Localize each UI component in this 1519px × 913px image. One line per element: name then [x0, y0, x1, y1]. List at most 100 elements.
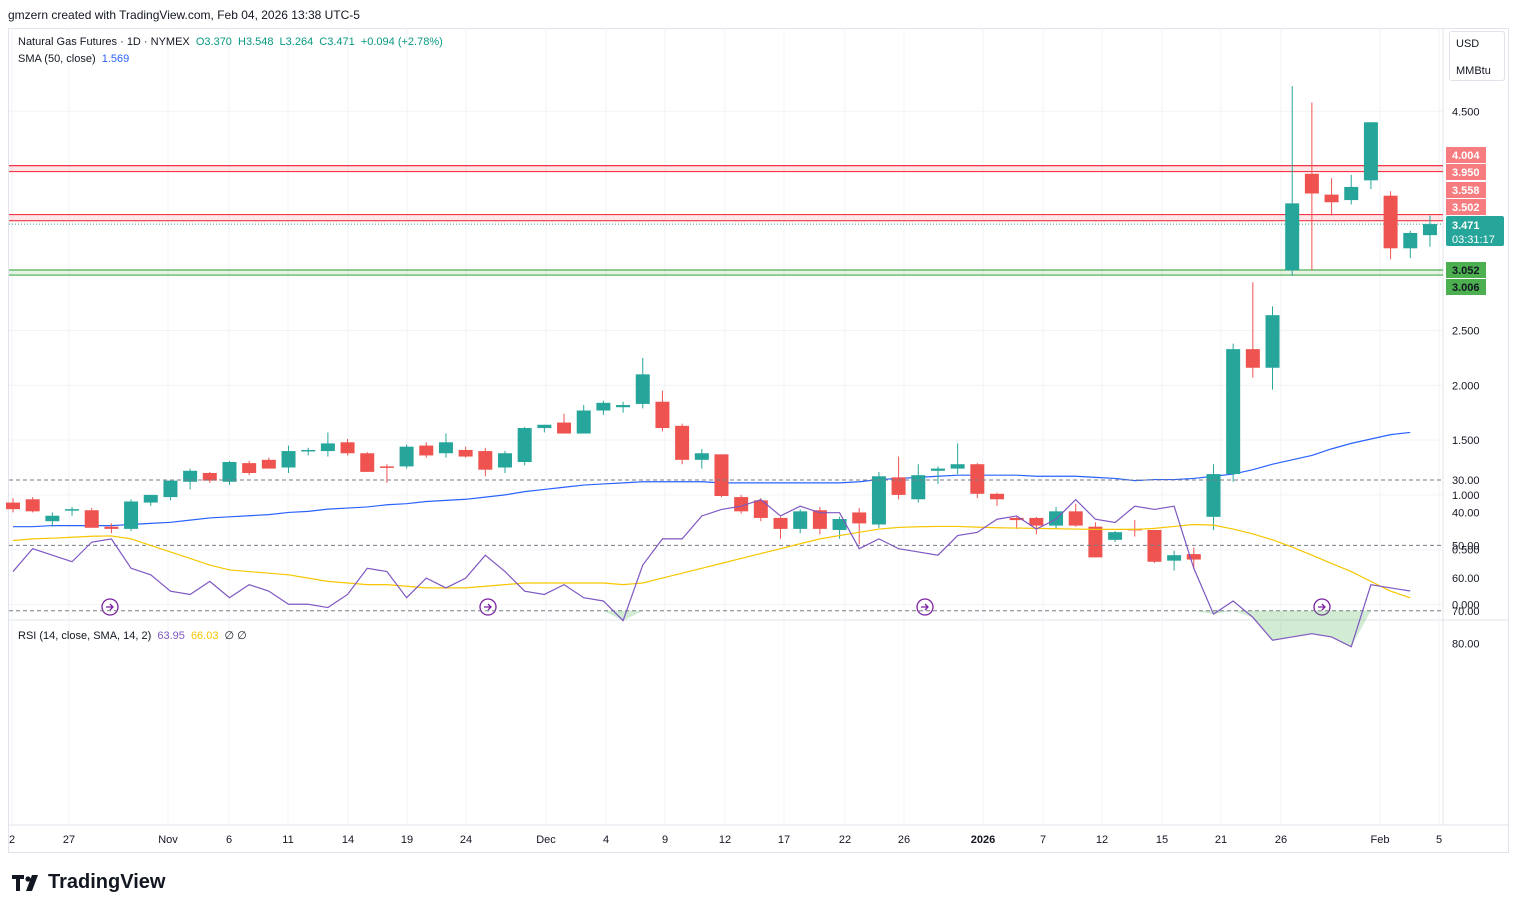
close-value: C3.471	[319, 36, 355, 48]
candle-body	[1363, 122, 1378, 181]
candle-body	[320, 443, 335, 452]
candle-body	[1167, 555, 1182, 561]
candle-body	[537, 424, 552, 429]
candle-body	[812, 510, 827, 529]
candle-body	[557, 422, 572, 434]
x-tick-label: 19	[401, 834, 413, 846]
candle-body	[458, 449, 473, 457]
candle-body	[1265, 315, 1280, 368]
rsi-label[interactable]: RSI (14, close, SMA, 14, 2)	[18, 630, 152, 642]
candle-body	[1344, 186, 1359, 201]
candle-body	[1422, 224, 1437, 236]
level-label-bg	[1446, 164, 1486, 180]
candle-body	[143, 494, 158, 503]
rsi-ma-line	[12, 523, 1411, 599]
candle-body	[517, 428, 532, 463]
x-tick-label: 26	[898, 834, 910, 846]
x-tick-label: 7	[1040, 834, 1046, 846]
support-zone	[9, 270, 1443, 276]
symbol-label[interactable]: Natural Gas Futures · 1D · NYMEX	[18, 36, 190, 48]
candle-body	[379, 466, 394, 468]
x-tick-label: 24	[460, 834, 472, 846]
x-tick-label: 12	[719, 834, 731, 846]
event-arrow-icon	[1318, 603, 1326, 611]
last-price-badge	[1446, 216, 1504, 246]
rsi-value: 63.95	[157, 630, 185, 642]
x-tick-label: 15	[1156, 834, 1168, 846]
candle-body	[25, 499, 40, 512]
candle-body	[1324, 194, 1339, 203]
candle-body	[340, 442, 355, 454]
candle-body	[1304, 173, 1319, 194]
rsi-overbought-fill	[603, 610, 1371, 647]
candle-body	[1009, 517, 1024, 521]
candle-body	[281, 451, 296, 468]
candle-body	[1226, 349, 1241, 475]
sma-label[interactable]: SMA (50, close)	[18, 53, 96, 65]
candle-body	[1147, 529, 1162, 562]
x-tick-label: 21	[1215, 834, 1227, 846]
candle-body	[45, 515, 60, 522]
high-value: H3.548	[238, 36, 274, 48]
price-tick-label: 2.000	[1452, 380, 1480, 392]
low-value: L3.264	[279, 36, 314, 48]
x-tick-label: 17	[778, 834, 790, 846]
candle-body	[930, 468, 945, 471]
brand-name: TradingView	[48, 871, 166, 893]
event-arrow-icon	[921, 603, 929, 611]
x-tick-label: 11	[282, 834, 293, 846]
candle-body	[6, 502, 20, 510]
candle-body	[419, 445, 434, 456]
level-label-bg	[1446, 147, 1486, 163]
price-tick-label: 0.500	[1452, 545, 1480, 557]
level-label-bg	[1446, 279, 1486, 295]
x-tick-label: 4	[603, 834, 609, 846]
candle-body	[753, 500, 768, 518]
candle-body	[1068, 511, 1083, 526]
candle-body	[655, 401, 670, 429]
candle-body	[990, 493, 1004, 500]
open-value: O3.370	[195, 36, 232, 48]
rsi-ma-value: 66.03	[190, 630, 219, 642]
candle-body	[911, 475, 926, 500]
unit-label: MMBtu	[1456, 65, 1491, 77]
last-price-label: 3.471	[1452, 220, 1480, 232]
resistance-zone	[9, 214, 1443, 221]
x-tick-label: 27	[63, 834, 75, 846]
currency-unit-button[interactable]	[1449, 31, 1505, 81]
level-label-bg	[1446, 262, 1486, 278]
candle-body	[1245, 349, 1260, 368]
chart-frame	[8, 28, 1509, 853]
candle-body	[498, 453, 512, 468]
tradingview-logo[interactable]: TradingView	[12, 871, 165, 894]
rsi-tick-label: 80.00	[1452, 639, 1480, 651]
candle-body	[301, 449, 316, 452]
candle-body	[261, 459, 276, 469]
candle-body	[675, 425, 690, 460]
candle-body	[714, 454, 729, 496]
candle-body	[1029, 517, 1044, 526]
price-legend: Natural Gas Futures · 1D · NYMEX O3.370 …	[18, 36, 446, 48]
rsi-tick-label: 60.00	[1452, 573, 1480, 585]
candle-body	[399, 446, 414, 467]
level-label: 3.052	[1452, 265, 1480, 277]
candle-body	[163, 480, 178, 498]
candle-body	[65, 509, 80, 511]
rsi-tick-label: 50.00	[1452, 540, 1480, 552]
sma-legend: SMA (50, close) 1.569	[18, 53, 132, 65]
rsi-tick-label: 30.00	[1452, 475, 1480, 487]
candle-body	[478, 451, 493, 470]
candle-body	[635, 374, 650, 404]
sma-line	[13, 431, 1411, 528]
tradingview-logo-icon	[12, 874, 38, 891]
level-label-bg	[1446, 199, 1486, 215]
candle-body	[694, 453, 709, 460]
candle-body	[84, 510, 99, 528]
rsi-tick-label: 70.00	[1452, 606, 1480, 618]
level-label: 3.502	[1452, 202, 1480, 214]
x-tick-label: 9	[662, 834, 668, 846]
resistance-zone	[9, 165, 1443, 172]
sma-value: 1.569	[101, 53, 130, 65]
candle-body	[773, 517, 788, 529]
